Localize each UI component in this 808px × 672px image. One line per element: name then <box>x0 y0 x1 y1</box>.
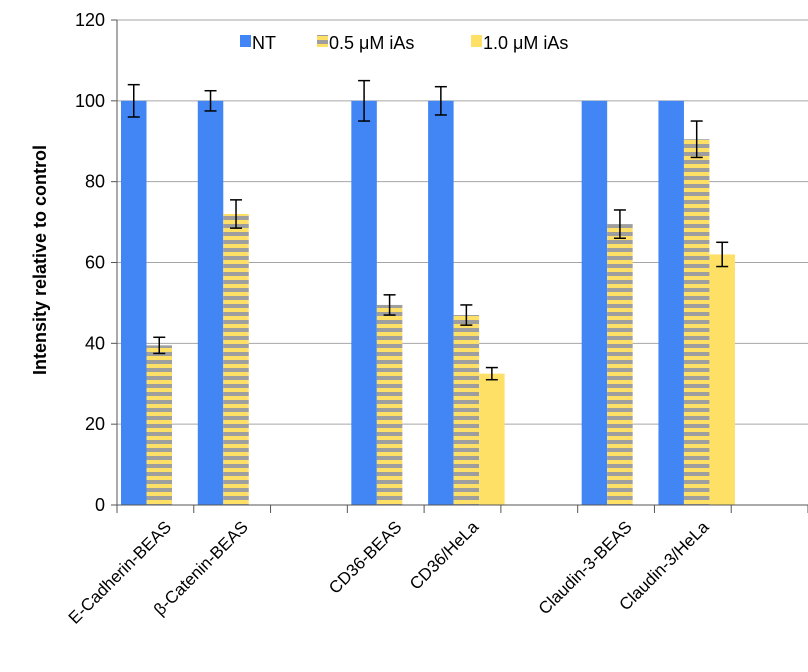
axes <box>111 19 808 513</box>
legend-label: NT <box>252 33 276 53</box>
legend-swatch <box>471 35 482 47</box>
bar <box>453 315 480 505</box>
bar <box>581 100 608 505</box>
bar <box>351 100 377 505</box>
x-category-label: CD36-BEAS <box>325 517 405 597</box>
y-tick-label: 120 <box>75 10 105 30</box>
bar <box>428 100 454 505</box>
legend-swatch <box>317 35 328 47</box>
legend: NT 0.5 μM iAs 1.0 μM iAs <box>240 33 568 53</box>
y-tick-label: 40 <box>85 333 105 353</box>
bar <box>607 224 633 505</box>
legend-label: 0.5 μM iAs <box>329 33 414 53</box>
error-bars <box>127 79 729 381</box>
bar <box>197 100 224 505</box>
y-tick-label: 0 <box>95 495 105 515</box>
bar <box>223 214 249 505</box>
bar <box>683 139 710 505</box>
bar <box>658 100 684 505</box>
y-tick-label: 80 <box>85 172 105 192</box>
legend-swatch <box>240 35 251 47</box>
y-axis-label: Intensity relative to control <box>30 145 50 375</box>
bar <box>479 373 505 505</box>
y-tick-label: 20 <box>85 414 105 434</box>
bar <box>709 254 735 505</box>
y-tick-label: 60 <box>85 253 105 273</box>
y-tick-labels: 0 20 40 60 80 100 120 <box>75 10 105 515</box>
bar <box>146 345 172 505</box>
bars <box>121 100 735 505</box>
x-category-label: CD36/HeLa <box>406 517 483 594</box>
bar <box>376 304 403 505</box>
bar <box>121 100 147 505</box>
y-tick-label: 100 <box>75 91 105 111</box>
legend-label: 1.0 μM iAs <box>483 33 568 53</box>
